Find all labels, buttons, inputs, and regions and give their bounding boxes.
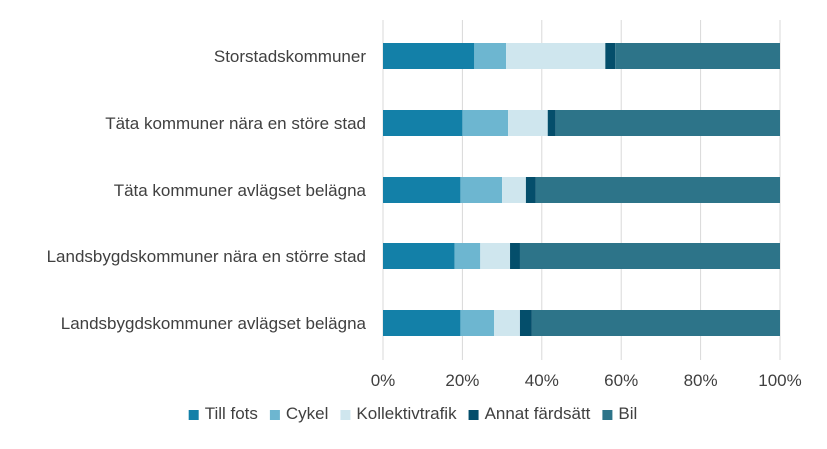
bar-segment <box>525 177 536 203</box>
bar-segment <box>555 110 780 136</box>
legend-item: Kollektivtrafik <box>340 404 457 423</box>
bar-segment <box>460 310 495 336</box>
category-label: Täta kommuner nära en störe stad <box>105 114 366 133</box>
legend-item: Till fots <box>188 404 258 423</box>
legend-label: Annat färdsätt <box>485 404 591 423</box>
legend-item: Cykel <box>269 404 329 423</box>
bar-segment <box>460 177 503 203</box>
bar-segment <box>519 243 780 269</box>
bar-segment <box>462 110 509 136</box>
legend-label: Till fots <box>205 404 258 423</box>
legend-swatch <box>602 410 613 420</box>
bar-segment <box>510 243 520 269</box>
category-label: Landsbygdskommuner nära en större stad <box>47 247 366 266</box>
bar-segment <box>531 310 780 336</box>
x-tick-label: 40% <box>525 371 559 390</box>
legend: Till fots Cykel Kollektivtrafik Annat färds… <box>188 404 637 423</box>
bar-segment <box>535 177 780 203</box>
category-label: Storstadskommuner <box>214 47 366 66</box>
bar-segment <box>547 110 556 136</box>
legend-item: Annat färdsätt <box>468 404 591 423</box>
bar-segment <box>383 177 461 203</box>
bar-segment <box>494 310 520 336</box>
bar-segment <box>519 310 532 336</box>
legend-label: Bil <box>618 404 637 423</box>
bar-segment <box>474 43 507 69</box>
x-tick-label: 60% <box>604 371 638 390</box>
category-labels: Storstadskommuner Täta kommuner nära en s… <box>47 47 367 333</box>
x-tick-label: 0% <box>371 371 396 390</box>
bar-segment <box>454 243 481 269</box>
category-label: Täta kommuner avlägset belägna <box>114 181 367 200</box>
legend-swatch <box>188 410 199 420</box>
legend-swatch <box>269 410 280 420</box>
bars <box>383 43 780 336</box>
legend-item: Bil <box>602 404 637 423</box>
bar-segment <box>383 43 475 69</box>
bar-segment <box>615 43 780 69</box>
bar-segment <box>506 43 606 69</box>
x-axis-tick-labels: 0% 20% 40% 60% 80% 100% <box>371 371 802 390</box>
legend-swatch <box>468 410 479 420</box>
legend-label: Kollektivtrafik <box>356 404 457 423</box>
bar-segment <box>383 110 463 136</box>
legend-label: Cykel <box>286 404 329 423</box>
bar-segment <box>502 177 526 203</box>
bar-segment <box>383 310 461 336</box>
bar-segment <box>480 243 511 269</box>
x-tick-label: 80% <box>684 371 718 390</box>
bar-segment <box>383 243 455 269</box>
x-tick-label: 20% <box>445 371 479 390</box>
x-tick-label: 100% <box>758 371 801 390</box>
bar-segment <box>605 43 616 69</box>
legend-swatch <box>340 410 351 420</box>
bar-segment <box>508 110 548 136</box>
category-label: Landsbygdskommuner avlägset belägna <box>61 314 367 333</box>
